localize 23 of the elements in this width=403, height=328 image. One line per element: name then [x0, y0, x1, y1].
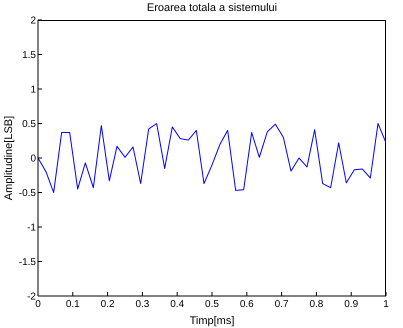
x-tick-label: 0.1: [66, 299, 80, 310]
x-tick-label: 0.7: [274, 299, 289, 310]
y-tick-label: -1: [27, 222, 36, 234]
y-tick-label: -2: [27, 292, 36, 303]
y-tick-label: 1: [30, 84, 36, 96]
y-axis-title: Amplitudine[LSB]: [2, 116, 15, 200]
y-tick-label: 0: [30, 154, 36, 165]
y-tick-label: 1.5: [22, 50, 36, 62]
line-series: [38, 123, 386, 193]
x-axis-title: Timp[ms]: [190, 315, 234, 327]
chart-title: Eroarea totala a sistemului: [146, 2, 278, 14]
x-tick-label: 0.3: [135, 299, 150, 310]
x-tick-label: 0.9: [344, 299, 359, 310]
y-tick-label: 2: [30, 16, 36, 27]
x-tick-label: 0.2: [100, 299, 115, 310]
y-tick-label: -0.5: [18, 188, 36, 200]
x-tick-label: 0.4: [170, 299, 185, 310]
x-tick-label: 0.6: [240, 299, 254, 310]
y-tick-label: 0.5: [22, 119, 36, 130]
y-tick-label: -1.5: [18, 257, 36, 268]
x-tick-label: 0.5: [205, 299, 220, 310]
x-tick-label: 1: [383, 299, 390, 310]
x-tick-label: 0.8: [309, 299, 324, 310]
